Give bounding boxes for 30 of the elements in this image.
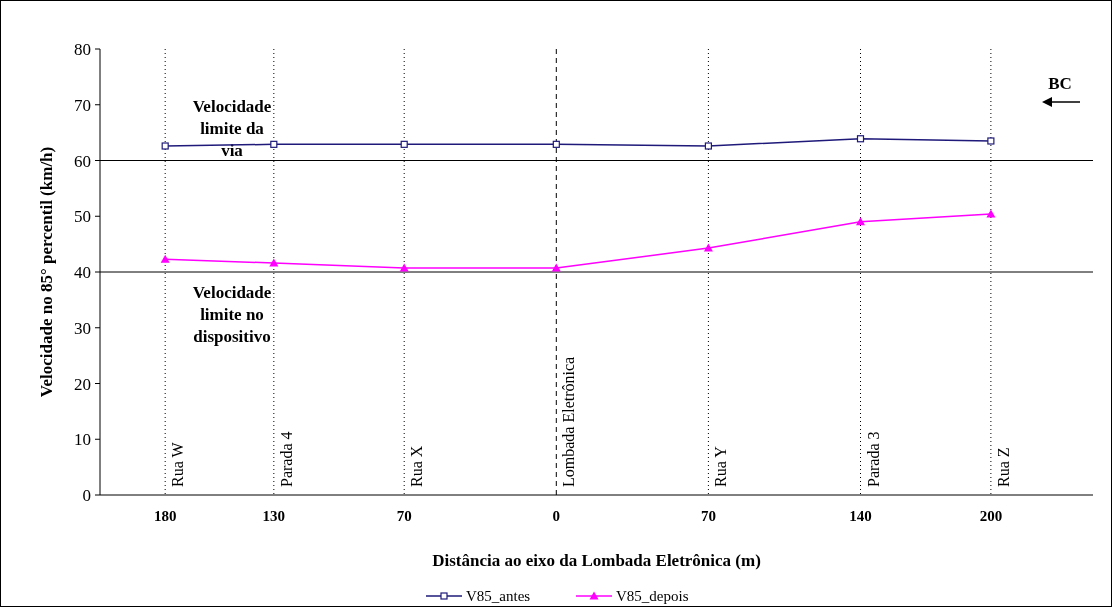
y-tick-label: 50 [74,207,91,227]
y-tick-label: 80 [74,40,91,59]
x-tick-label: 140 [849,508,872,524]
ref-line-label: Rua Z [994,447,1012,487]
x-tick-label: 200 [979,508,1003,524]
x-axis-title: Distância ao eixo da Lombada Eletrônica (m) [432,551,761,570]
x-tick-label: 180 [153,508,177,524]
y-axis-title: Velocidade no 85° percentil (km/h) [37,146,56,398]
ref-line-label: Velocidade limite no dispositivo [192,283,272,346]
y-tick-label: 10 [74,430,91,450]
y-tick-label: 20 [74,374,91,394]
ref-line-label: Parada 4 [277,431,295,487]
legend-label: V85_antes [466,588,531,604]
x-tick-label: 130 [262,508,286,524]
legend-label: V85_depois [616,588,689,604]
ref-line-label: Rua Y [712,445,730,487]
y-tick-label: 60 [74,151,91,171]
y-tick-label: 70 [74,95,91,115]
x-tick-label: 0 [552,508,561,524]
y-tick-label: 40 [74,263,91,282]
ref-line-label: Parada 3 [864,431,882,487]
x-tick-label: 70 [700,508,716,524]
y-tick-label: 0 [82,486,91,505]
ref-line-label: Lombada Eletrônica [560,356,578,487]
ref-line-label: Rua W [169,441,187,487]
ref-line-label: Rua X [408,445,426,487]
y-tick-label: 30 [74,318,91,338]
x-tick-label: 70 [396,508,412,524]
ref-line-label: Velocidade limite da via [192,96,272,160]
annotation: BC [1048,74,1072,93]
